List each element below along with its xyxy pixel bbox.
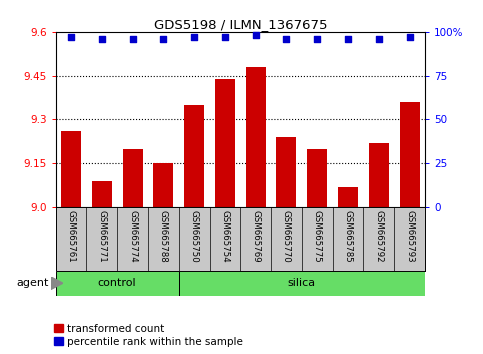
Text: GSM665792: GSM665792 <box>374 210 384 263</box>
Title: GDS5198 / ILMN_1367675: GDS5198 / ILMN_1367675 <box>154 18 327 31</box>
Point <box>406 34 413 40</box>
Bar <box>123 149 142 207</box>
Text: GSM665793: GSM665793 <box>405 210 414 263</box>
Point <box>344 36 352 42</box>
Text: GSM665774: GSM665774 <box>128 210 137 263</box>
Bar <box>184 105 204 207</box>
Text: GSM665750: GSM665750 <box>190 210 199 263</box>
Text: GSM665771: GSM665771 <box>97 210 106 263</box>
Bar <box>399 102 420 207</box>
Bar <box>92 181 112 207</box>
Bar <box>56 271 179 296</box>
Point <box>98 36 106 42</box>
Text: silica: silica <box>288 278 316 288</box>
Point <box>375 36 383 42</box>
Point <box>190 34 198 40</box>
Point <box>252 33 259 38</box>
Point <box>313 36 321 42</box>
Text: GSM665788: GSM665788 <box>159 210 168 263</box>
Point <box>159 36 167 42</box>
Text: control: control <box>98 278 136 288</box>
Text: GSM665761: GSM665761 <box>67 210 75 263</box>
Point <box>283 36 290 42</box>
Point <box>128 36 136 42</box>
Text: GSM665754: GSM665754 <box>220 210 229 263</box>
Polygon shape <box>51 277 63 290</box>
Text: GSM665770: GSM665770 <box>282 210 291 263</box>
Bar <box>276 137 297 207</box>
Bar <box>215 79 235 207</box>
Text: agent: agent <box>16 278 48 288</box>
Bar <box>369 143 389 207</box>
Point <box>67 34 75 40</box>
Bar <box>307 149 327 207</box>
Text: GSM665769: GSM665769 <box>251 210 260 263</box>
Text: GSM665775: GSM665775 <box>313 210 322 263</box>
Point <box>221 34 229 40</box>
Text: GSM665785: GSM665785 <box>343 210 353 263</box>
Legend: transformed count, percentile rank within the sample: transformed count, percentile rank withi… <box>54 324 243 347</box>
Bar <box>61 131 81 207</box>
Bar <box>179 271 425 296</box>
Bar <box>338 187 358 207</box>
Bar <box>246 67 266 207</box>
Bar <box>153 163 173 207</box>
